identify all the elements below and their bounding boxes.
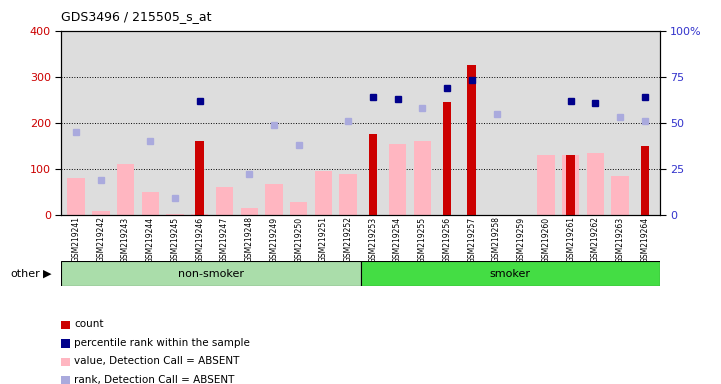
Bar	[414, 141, 431, 215]
FancyBboxPatch shape	[360, 261, 660, 286]
Bar	[587, 153, 604, 215]
Bar	[562, 155, 580, 215]
Bar	[265, 184, 283, 215]
Text: other: other	[11, 268, 40, 279]
Text: GDS3496 / 215505_s_at: GDS3496 / 215505_s_at	[61, 10, 212, 23]
FancyBboxPatch shape	[61, 261, 360, 286]
Bar	[167, 214, 184, 215]
Bar	[195, 141, 204, 215]
Text: value, Detection Call = ABSENT: value, Detection Call = ABSENT	[74, 356, 239, 366]
Text: rank, Detection Call = ABSENT: rank, Detection Call = ABSENT	[74, 375, 234, 384]
Text: ▶: ▶	[43, 268, 52, 279]
Text: non-smoker: non-smoker	[178, 268, 244, 279]
Text: count: count	[74, 319, 104, 329]
Bar	[117, 164, 134, 215]
Bar	[467, 65, 476, 215]
Bar	[368, 134, 377, 215]
Bar	[241, 208, 258, 215]
Bar	[537, 155, 554, 215]
Bar	[191, 214, 208, 215]
Bar	[92, 211, 110, 215]
Bar	[443, 102, 451, 215]
Text: percentile rank within the sample: percentile rank within the sample	[74, 338, 250, 348]
Bar	[315, 171, 332, 215]
Bar	[340, 174, 357, 215]
Bar	[68, 178, 85, 215]
Bar	[290, 202, 307, 215]
Bar	[389, 144, 406, 215]
Text: smoker: smoker	[490, 268, 531, 279]
Bar	[567, 155, 575, 215]
Bar	[141, 192, 159, 215]
Bar	[640, 146, 649, 215]
Bar	[611, 176, 629, 215]
Bar	[216, 187, 233, 215]
